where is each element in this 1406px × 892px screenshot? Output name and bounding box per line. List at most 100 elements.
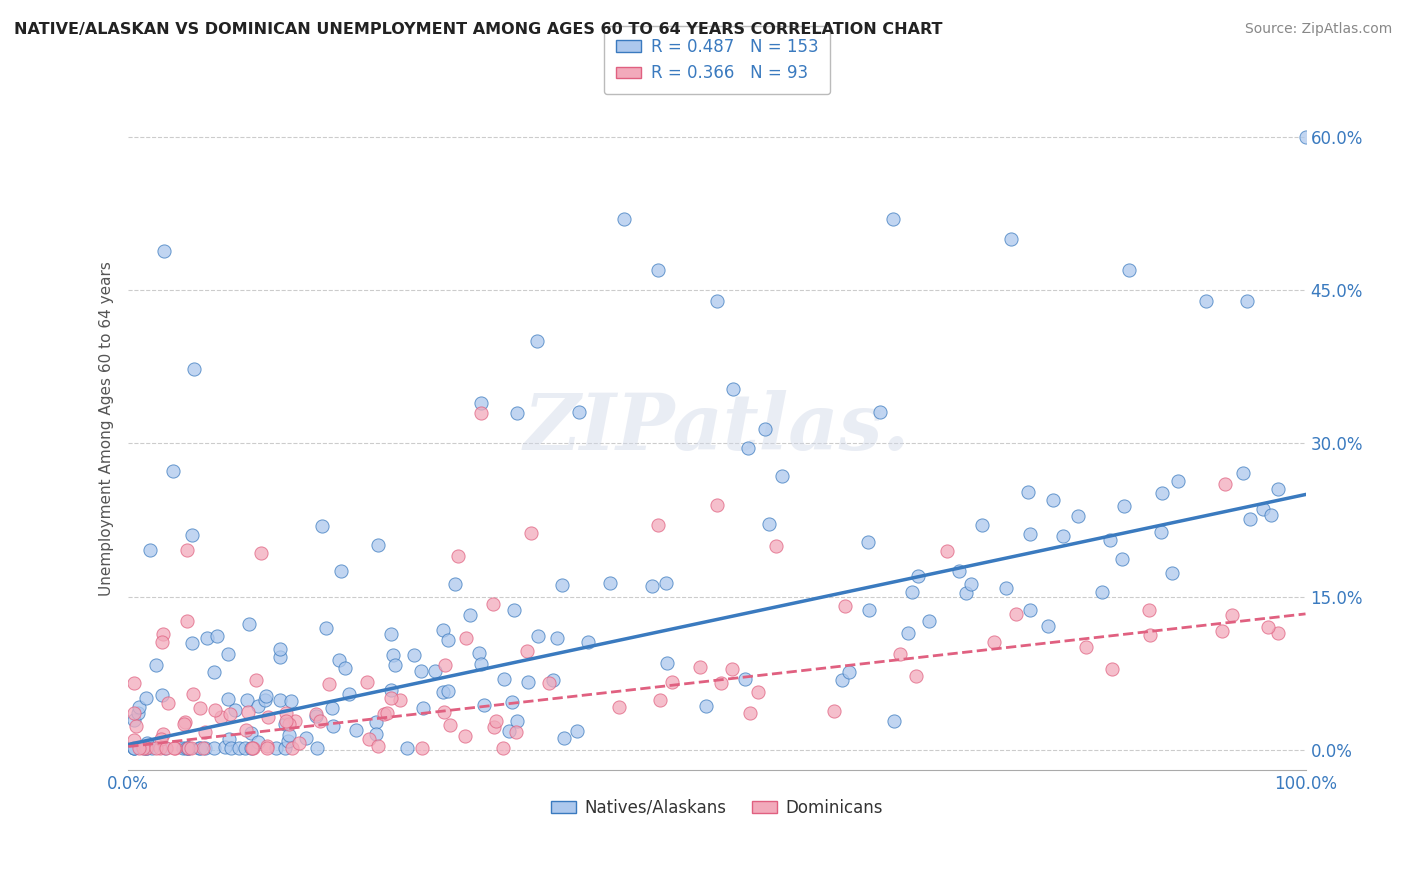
- Point: [264, 740, 287, 755]
- Point: [1150, 524, 1173, 539]
- Point: [217, 647, 239, 661]
- Point: [122, 713, 145, 727]
- Legend: Natives/Alaskans, Dominicans: Natives/Alaskans, Dominicans: [544, 792, 889, 823]
- Point: [770, 468, 793, 483]
- Point: [404, 648, 426, 662]
- Point: [468, 647, 491, 661]
- Point: [187, 740, 209, 755]
- Point: [955, 586, 977, 600]
- Point: [758, 516, 780, 531]
- Point: [163, 740, 186, 755]
- Point: [1236, 293, 1258, 308]
- Point: [647, 518, 669, 533]
- Point: [191, 740, 214, 755]
- Point: [423, 665, 446, 679]
- Point: [246, 699, 269, 714]
- Point: [308, 714, 330, 728]
- Point: [432, 623, 454, 637]
- Point: [537, 675, 560, 690]
- Point: [218, 732, 240, 747]
- Point: [721, 662, 744, 676]
- Point: [224, 703, 246, 717]
- Point: [754, 422, 776, 436]
- Point: [439, 717, 461, 731]
- Point: [217, 692, 239, 706]
- Point: [936, 544, 959, 558]
- Point: [239, 740, 262, 755]
- Point: [737, 442, 759, 456]
- Point: [384, 657, 406, 672]
- Point: [576, 634, 599, 648]
- Point: [242, 740, 264, 755]
- Point: [122, 740, 145, 755]
- Point: [172, 740, 194, 755]
- Point: [657, 657, 679, 671]
- Point: [136, 736, 159, 750]
- Point: [546, 631, 568, 645]
- Point: [176, 614, 198, 628]
- Point: [1211, 624, 1233, 638]
- Point: [280, 694, 302, 708]
- Point: [122, 675, 145, 690]
- Point: [337, 687, 360, 701]
- Point: [960, 577, 983, 591]
- Point: [150, 635, 173, 649]
- Point: [277, 728, 299, 742]
- Point: [233, 740, 256, 755]
- Point: [1239, 512, 1261, 526]
- Point: [1038, 619, 1060, 633]
- Point: [128, 740, 150, 755]
- Point: [284, 714, 307, 728]
- Point: [882, 212, 904, 227]
- Point: [1111, 551, 1133, 566]
- Point: [149, 740, 172, 755]
- Point: [269, 693, 291, 707]
- Point: [127, 706, 149, 721]
- Point: [247, 734, 270, 748]
- Point: [162, 464, 184, 478]
- Point: [177, 740, 200, 755]
- Point: [219, 707, 242, 722]
- Point: [883, 714, 905, 728]
- Point: [122, 732, 145, 747]
- Point: [155, 740, 177, 755]
- Point: [388, 693, 411, 707]
- Point: [344, 723, 367, 737]
- Point: [689, 659, 711, 673]
- Point: [541, 673, 564, 688]
- Point: [145, 740, 167, 755]
- Point: [367, 739, 389, 753]
- Point: [858, 603, 880, 617]
- Point: [1052, 528, 1074, 542]
- Point: [274, 740, 297, 755]
- Point: [995, 581, 1018, 595]
- Point: [174, 740, 197, 755]
- Point: [188, 740, 211, 755]
- Point: [706, 498, 728, 512]
- Point: [648, 693, 671, 707]
- Point: [433, 706, 456, 720]
- Point: [373, 706, 395, 721]
- Point: [526, 334, 548, 348]
- Point: [831, 673, 853, 688]
- Point: [356, 675, 378, 690]
- Point: [437, 633, 460, 648]
- Point: [411, 740, 433, 755]
- Point: [454, 729, 477, 743]
- Point: [492, 740, 515, 755]
- Point: [122, 740, 145, 755]
- Point: [188, 700, 211, 714]
- Point: [551, 578, 574, 592]
- Point: [1018, 603, 1040, 617]
- Point: [1066, 509, 1088, 524]
- Point: [132, 740, 155, 755]
- Point: [1295, 130, 1317, 145]
- Point: [214, 740, 236, 755]
- Point: [174, 714, 197, 729]
- Point: [155, 740, 177, 755]
- Point: [661, 675, 683, 690]
- Point: [1150, 485, 1173, 500]
- Point: [183, 362, 205, 376]
- Point: [1074, 640, 1097, 654]
- Point: [228, 740, 250, 755]
